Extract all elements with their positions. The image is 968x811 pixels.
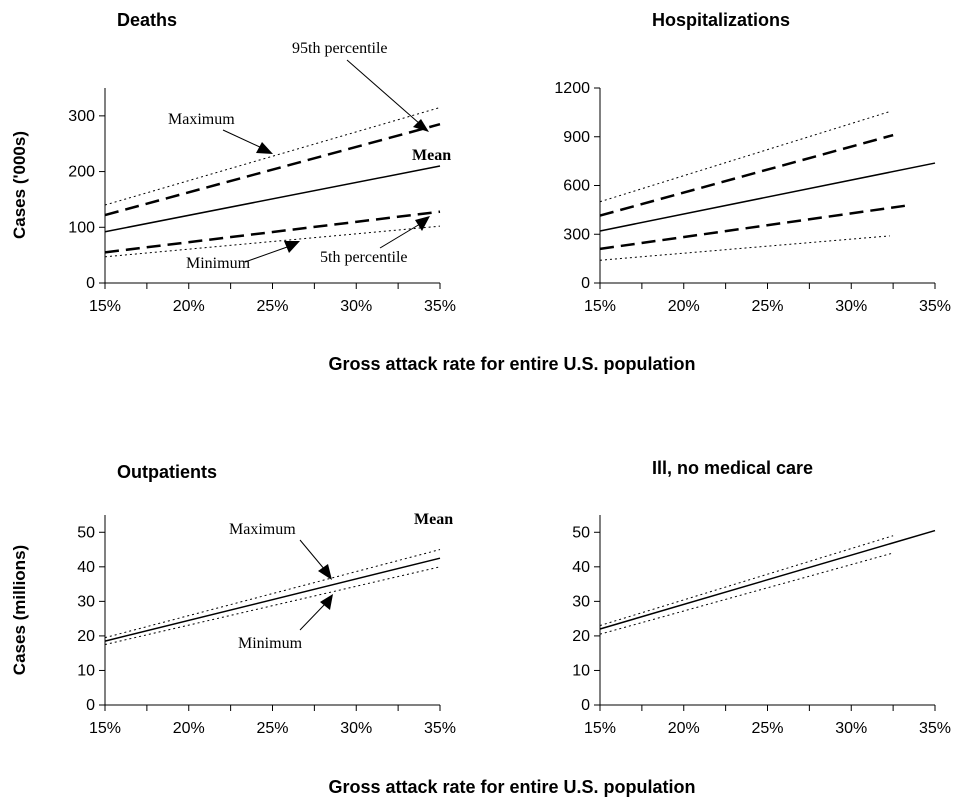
outpatients-y-tick-label: 40 bbox=[77, 559, 95, 576]
outpatients-x-tick-label: 35% bbox=[424, 720, 456, 737]
hospitalizations-x-tick-label: 30% bbox=[835, 298, 867, 315]
ill-no-medical-care-series-dotted-0 bbox=[599, 535, 894, 627]
deaths-series-maximum bbox=[104, 107, 441, 206]
bottom-y-axis-label: Cases (millions) bbox=[10, 545, 29, 675]
deaths-x-tick-label: 20% bbox=[173, 298, 205, 315]
outpatients-y-tick-label: 20 bbox=[77, 628, 95, 645]
deaths-x-tick-label: 15% bbox=[89, 298, 121, 315]
hospitalizations-panel: 0 300 600 900 1200 15% 20% 25% 30% 35% bbox=[554, 80, 951, 315]
hospitalizations-series-solid-2 bbox=[599, 162, 936, 232]
outpatients-y-tick-label: 0 bbox=[86, 697, 95, 714]
outpatients-x-tick-label: 15% bbox=[89, 720, 121, 737]
deaths-title: Deaths bbox=[117, 10, 177, 30]
annotation-95th-percentile-arrowhead bbox=[413, 119, 429, 132]
hospitalizations-x-tick-label: 15% bbox=[584, 298, 616, 315]
outpatients-series-maximum bbox=[104, 549, 441, 639]
outpatients-x-tick-label: 20% bbox=[173, 720, 205, 737]
deaths-panel: 0 100 200 300 15% 20% 25% 30% 35% bbox=[68, 88, 456, 315]
ill-no-medical-care-title: Ill, no medical care bbox=[652, 458, 813, 478]
ill-no-medical-care-y-tick-label: 20 bbox=[572, 628, 590, 645]
annotation-95th-percentile: 95th percentile bbox=[292, 40, 388, 57]
outpatients-series-mean bbox=[104, 557, 441, 642]
outpatients-series-minimum bbox=[104, 566, 441, 646]
annotation-minimum: Minimum bbox=[186, 255, 251, 272]
deaths-series-95th-percentile bbox=[104, 123, 441, 217]
ill-no-medical-care-x-tick-label: 35% bbox=[919, 720, 951, 737]
deaths-annotations: 95th percentile Maximum Mean Minimum 5th… bbox=[168, 40, 451, 272]
deaths-y-tick-label: 100 bbox=[68, 219, 95, 236]
annotation-outpatients-minimum: Minimum bbox=[238, 635, 303, 652]
annotation-outpatients-minimum-arrowhead bbox=[320, 594, 333, 610]
outpatients-x-tick-label: 30% bbox=[340, 720, 372, 737]
hospitalizations-y-tick-label: 0 bbox=[581, 275, 590, 292]
deaths-x-tick-label: 30% bbox=[340, 298, 372, 315]
annotation-5th-percentile-arrowhead bbox=[415, 216, 430, 231]
hospitalizations-y-tick-label: 1200 bbox=[554, 80, 590, 97]
hospitalizations-y-tick-label: 600 bbox=[563, 178, 590, 195]
ill-no-medical-care-y-tick-label: 40 bbox=[572, 559, 590, 576]
ill-no-medical-care-x-tick-label: 20% bbox=[668, 720, 700, 737]
annotation-5th-percentile: 5th percentile bbox=[320, 249, 408, 266]
top-x-axis-label: Gross attack rate for entire U.S. popula… bbox=[328, 354, 695, 374]
hospitalizations-x-tick-label: 25% bbox=[751, 298, 783, 315]
outpatients-annotations: Maximum Mean Minimum bbox=[229, 511, 453, 652]
annotation-maximum: Maximum bbox=[168, 111, 235, 128]
annotation-outpatients-maximum-arrowhead bbox=[318, 564, 332, 580]
ill-no-medical-care-y-tick-label: 10 bbox=[572, 662, 590, 679]
bottom-x-axis-label: Gross attack rate for entire U.S. popula… bbox=[328, 777, 695, 797]
hospitalizations-series-dotted-0 bbox=[599, 111, 890, 203]
hospitalizations-x-tick-label: 20% bbox=[668, 298, 700, 315]
hospitalizations-x-tick-label: 35% bbox=[919, 298, 951, 315]
hospitalizations-series-dashed-1 bbox=[599, 133, 894, 217]
ill-no-medical-care-y-tick-label: 30 bbox=[572, 593, 590, 610]
annotation-5th-percentile-leader bbox=[379, 223, 421, 249]
hospitalizations-series-dotted-4 bbox=[599, 235, 890, 261]
outpatients-y-tick-label: 10 bbox=[77, 662, 95, 679]
ill-no-medical-care-series-solid-1 bbox=[599, 529, 936, 630]
ill-no-medical-care-y-tick-label: 50 bbox=[572, 524, 590, 541]
outpatients-title: Outpatients bbox=[117, 462, 217, 482]
outpatients-y-tick-label: 30 bbox=[77, 593, 95, 610]
annotation-outpatients-mean: Mean bbox=[414, 511, 453, 528]
annotation-maximum-leader bbox=[222, 129, 263, 149]
deaths-y-tick-label: 200 bbox=[68, 164, 95, 181]
outpatients-x-tick-label: 25% bbox=[256, 720, 288, 737]
deaths-series-minimum bbox=[104, 225, 441, 258]
deaths-series-mean bbox=[104, 165, 441, 233]
annotation-mean: Mean bbox=[412, 147, 451, 164]
hospitalizations-series-dashed-3 bbox=[599, 204, 906, 251]
annotation-minimum-leader bbox=[244, 245, 291, 263]
annotation-outpatients-minimum-leader bbox=[299, 603, 326, 631]
annotation-outpatients-maximum: Maximum bbox=[229, 521, 296, 538]
ill-no-medical-care-series-dotted-2 bbox=[599, 552, 894, 635]
top-y-axis-label: Cases ('000s) bbox=[10, 131, 29, 239]
deaths-y-tick-label: 300 bbox=[68, 108, 95, 125]
annotation-maximum-arrowhead bbox=[256, 142, 273, 154]
annotation-outpatients-maximum-leader bbox=[299, 539, 326, 571]
deaths-x-tick-label: 25% bbox=[256, 298, 288, 315]
hospitalizations-title: Hospitalizations bbox=[652, 10, 790, 30]
outpatients-y-tick-label: 50 bbox=[77, 524, 95, 541]
ill-no-medical-care-x-tick-label: 15% bbox=[584, 720, 616, 737]
outpatients-panel: 0 10 20 30 40 50 15% 20% 25% 30% 35% bbox=[77, 515, 456, 737]
ill-no-medical-care-panel: 0 10 20 30 40 50 15% 20% 25% 30% 35% bbox=[572, 515, 951, 737]
deaths-y-tick-label: 0 bbox=[86, 275, 95, 292]
deaths-x-tick-label: 35% bbox=[424, 298, 456, 315]
deaths-series-5th-percentile bbox=[104, 210, 441, 254]
ill-no-medical-care-x-tick-label: 25% bbox=[751, 720, 783, 737]
annotation-minimum-arrowhead bbox=[284, 241, 300, 253]
hospitalizations-y-tick-label: 300 bbox=[563, 226, 590, 243]
ill-no-medical-care-x-tick-label: 30% bbox=[835, 720, 867, 737]
annotation-95th-percentile-leader bbox=[346, 59, 421, 125]
ill-no-medical-care-y-tick-label: 0 bbox=[581, 697, 590, 714]
hospitalizations-y-tick-label: 900 bbox=[563, 129, 590, 146]
